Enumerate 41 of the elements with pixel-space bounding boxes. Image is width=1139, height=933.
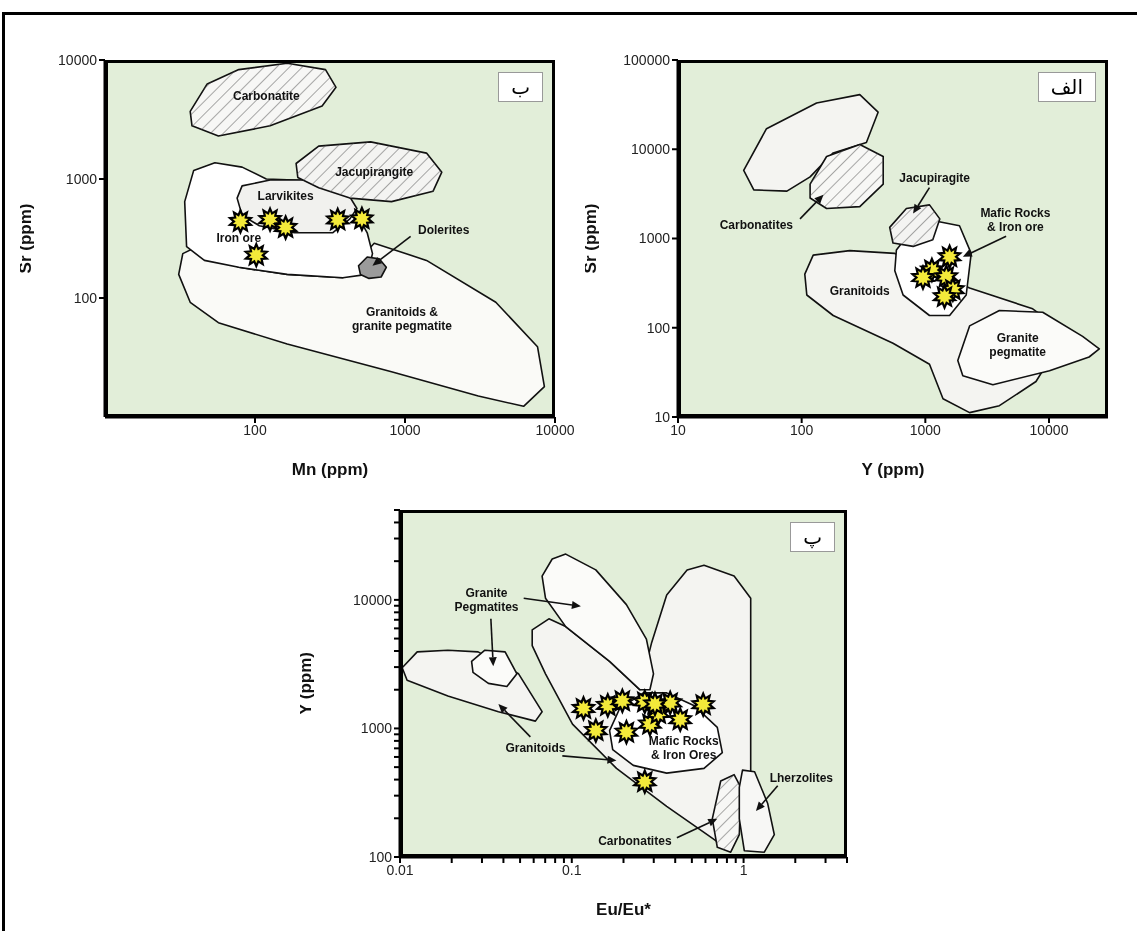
x-tick-label: 1000 [389,421,421,438]
x-tick-label: 10000 [1029,421,1069,438]
x-tick-label: 100 [789,421,814,438]
x-tick-label: 1000 [909,421,942,438]
annotation: Granite Pegmatites [454,585,519,614]
annotation: Granitoids & granite pegmatite [351,305,453,334]
annotation: Carbonatite [232,88,300,103]
y-tick-label: 1000 [65,170,98,187]
x-axis-title: Y (ppm) [861,460,925,479]
y-tick-label: 1000 [360,720,393,737]
text: الف [1037,72,1096,102]
annotation: Jacupiragite [899,170,971,185]
text: پ [790,522,835,552]
y-tick-label: 100 [646,319,671,336]
x-axis-title: Mn (ppm) [291,460,369,479]
annotation: Granitoids [505,740,566,755]
annotation: Granitoids [829,284,891,299]
annotation: Carbonatites [598,834,672,849]
annotation: Jacupirangite [335,165,414,180]
annotation: Larvikites [257,189,314,204]
text: ب [498,72,543,102]
x-tick-label: 10000 [535,421,575,438]
annotation: Carbonatites [719,217,794,232]
y-tick-label: 10000 [631,141,671,158]
y-tick-label: 1000 [638,230,671,247]
x-tick-label: 10 [670,421,686,438]
x-tick-label: 100 [243,421,267,438]
annotation: Mafic Rocks & Iron ore [980,205,1051,234]
y-tick-label: 10000 [353,591,393,608]
x-tick-label: 0.1 [562,861,582,878]
y-tick-label: 10000 [58,51,98,68]
annotation: Mafic Rocks & Iron Ores [648,733,719,762]
y-tick-label: 100000 [623,51,671,68]
y-tick-label: 10 [654,408,671,425]
annotation: Lherzolites [769,770,834,785]
annotation: Dolerites [417,223,470,238]
x-axis-title: Eu/Eu* [596,900,652,919]
x-tick-label: 1 [739,861,748,878]
y-tick-label: 100 [73,289,98,306]
annotation: Granite pegmatite [989,331,1047,360]
annotation: Iron ore [216,231,262,246]
